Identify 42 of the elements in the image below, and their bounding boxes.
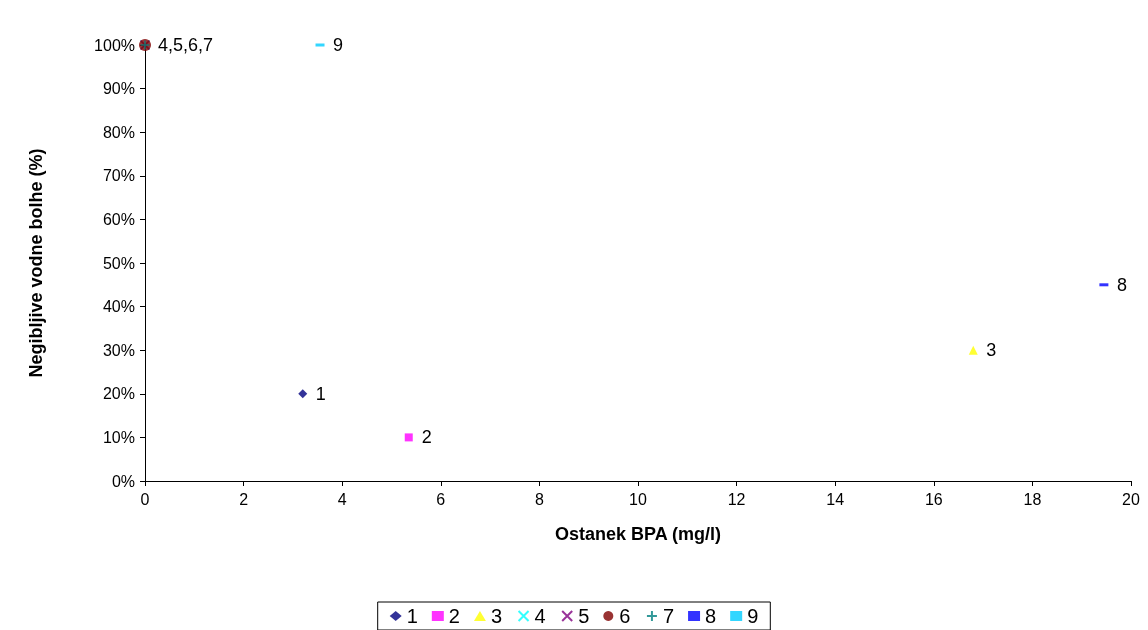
legend-label: 4 [534, 605, 546, 627]
legend-label: 3 [490, 605, 503, 627]
y-tick-label: 40% [102, 298, 135, 316]
legend-label: 7 [662, 605, 675, 627]
y-tick-label: 20% [102, 385, 135, 403]
y-axis-title: Negibljive vodne bolhe (%) [26, 148, 46, 378]
x-tick-label: 8 [534, 490, 544, 508]
legend-label: 8 [705, 605, 717, 627]
x-tick-label: 20 [1122, 490, 1140, 508]
legend-label: 6 [619, 605, 631, 627]
x-tick-label: 2 [239, 490, 249, 508]
annotation: 8 [1116, 274, 1127, 295]
x-tick-label: 0 [140, 490, 150, 508]
annotation: 1 [315, 383, 326, 404]
x-tick-label: 12 [727, 490, 746, 508]
x-tick-label: 18 [1023, 490, 1042, 508]
point [968, 345, 978, 355]
y-tick-label: 80% [102, 123, 135, 141]
point [404, 433, 413, 442]
y-tick-label: 30% [102, 341, 135, 359]
legend-label: 5 [578, 605, 590, 627]
x-axis-title: Ostanek BPA (mg/l) [554, 524, 722, 544]
y-tick-label: 90% [102, 80, 135, 98]
y-tick-label: 0% [111, 472, 135, 490]
y-tick-label: 10% [102, 428, 135, 446]
legend-label: 2 [448, 605, 460, 627]
annotation: 3 [986, 340, 997, 361]
point [298, 389, 308, 399]
annotation: 9 [333, 35, 344, 55]
y-tick-label: 70% [102, 167, 135, 185]
legend-label: 1 [406, 605, 418, 627]
y-tick-label: 60% [102, 210, 135, 228]
legend-label: 9 [747, 605, 759, 627]
y-tick-label: 50% [102, 254, 135, 272]
x-tick-label: 6 [436, 490, 446, 508]
x-tick-label: 16 [924, 490, 943, 508]
x-tick-label: 14 [826, 490, 845, 508]
y-tick-label: 100% [94, 36, 135, 54]
x-tick-label: 4 [337, 490, 347, 508]
annotation: 2 [421, 427, 432, 448]
annotation: 4,5,6,7 [158, 35, 214, 55]
x-tick-label: 10 [629, 490, 647, 508]
